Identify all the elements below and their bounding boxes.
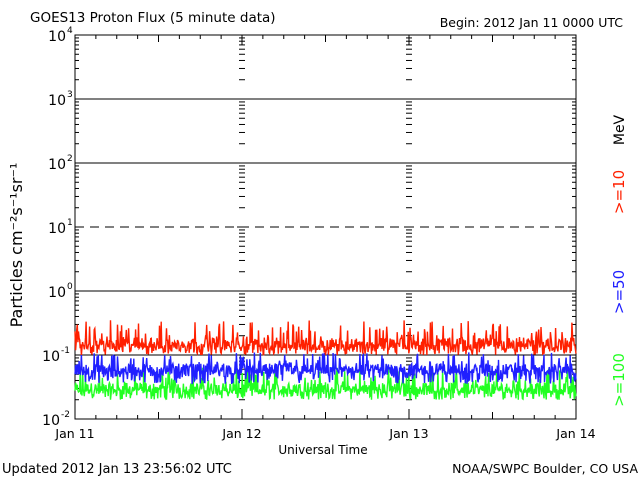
legend-label: >=100 — [610, 353, 628, 407]
series-line-0 — [74, 320, 577, 356]
y-tick-label: 10 — [48, 29, 66, 45]
y-tick-exponent: 3 — [67, 90, 73, 100]
series-line-1 — [74, 352, 577, 385]
reference-lines — [75, 98, 576, 356]
x-axis-label: Universal Time — [278, 443, 367, 457]
unit-label: MeV — [612, 114, 628, 145]
chart-title: GOES13 Proton Flux (5 minute data) — [30, 10, 276, 26]
y-tick-label: 10 — [48, 285, 66, 301]
y-tick-exponent: 1 — [67, 218, 73, 228]
y-tick-label: 10 — [48, 93, 66, 109]
y-tick-label: 10 — [42, 413, 60, 429]
energy-legend: MeV >=10 >=50 >=100 — [610, 114, 628, 406]
y-tick-exponent: 2 — [67, 154, 73, 164]
x-tick-label: Jan 14 — [555, 426, 595, 441]
y-tick-exponent: 4 — [67, 26, 73, 36]
y-tick-label: 10 — [48, 221, 66, 237]
x-tick-label: Jan 12 — [221, 426, 261, 441]
series-group — [74, 320, 577, 401]
legend-label: >=50 — [610, 270, 628, 314]
begin-label: Begin: 2012 Jan 11 0000 UTC — [440, 15, 624, 30]
y-tick-exponent: -1 — [61, 346, 70, 356]
y-axis-label: Particles cm⁻²s⁻¹sr⁻¹ — [7, 163, 26, 328]
y-tick-exponent: -2 — [61, 410, 70, 420]
source-label: NOAA/SWPC Boulder, CO USA — [452, 461, 638, 476]
x-tick-label: Jan 13 — [388, 426, 428, 441]
legend-label: >=10 — [610, 170, 628, 214]
series-line-2 — [74, 366, 577, 401]
y-tick-label: 10 — [42, 349, 60, 365]
updated-label: Updated 2012 Jan 13 23:56:02 UTC — [2, 462, 232, 477]
x-tick-label: Jan 11 — [54, 426, 94, 441]
y-minor-ticks — [75, 37, 576, 420]
y-tick-exponent: 0 — [67, 282, 73, 292]
y-tick-label: 10 — [48, 157, 66, 173]
x-tick-labels: Jan 11 Jan 12 Jan 13 Jan 14 — [54, 426, 595, 441]
